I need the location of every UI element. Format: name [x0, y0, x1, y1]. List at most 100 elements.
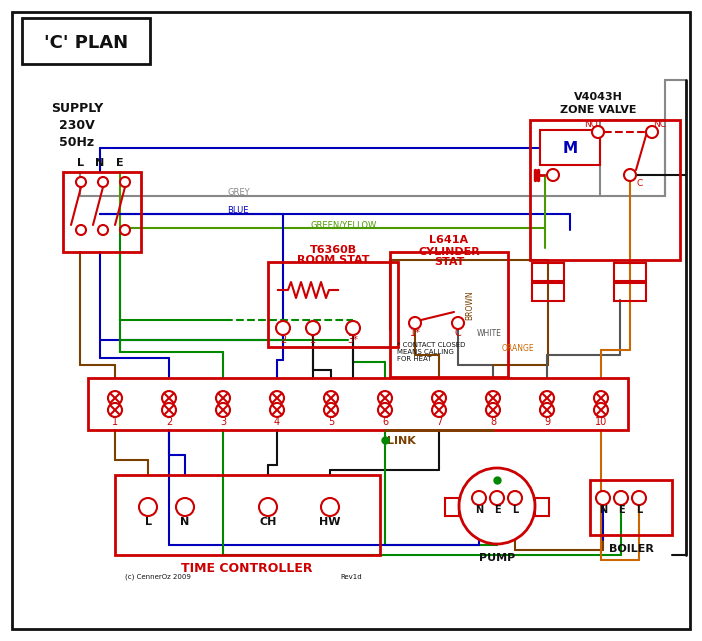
Bar	[268, 262, 398, 347]
Circle shape	[540, 391, 554, 405]
Text: M: M	[562, 140, 578, 156]
Circle shape	[259, 498, 277, 516]
Circle shape	[432, 403, 446, 417]
Bar	[390, 252, 508, 377]
Text: N: N	[475, 505, 483, 515]
Text: BROWN: BROWN	[465, 290, 475, 320]
Circle shape	[120, 177, 130, 187]
Circle shape	[547, 169, 559, 181]
Bar	[532, 263, 564, 281]
Circle shape	[76, 225, 86, 235]
Text: 4: 4	[274, 417, 280, 427]
Text: 2: 2	[166, 417, 172, 427]
Circle shape	[409, 317, 421, 329]
Circle shape	[592, 126, 604, 138]
Circle shape	[452, 317, 464, 329]
Circle shape	[76, 177, 86, 187]
Text: 3: 3	[220, 417, 226, 427]
Circle shape	[378, 403, 392, 417]
Circle shape	[216, 403, 230, 417]
Text: 10: 10	[595, 417, 607, 427]
Circle shape	[596, 491, 610, 505]
Bar	[535, 498, 549, 516]
Text: 3*: 3*	[347, 335, 359, 345]
Text: 9: 9	[544, 417, 550, 427]
Circle shape	[276, 321, 290, 335]
Circle shape	[216, 391, 230, 405]
Circle shape	[270, 391, 284, 405]
Text: 50Hz: 50Hz	[60, 135, 95, 149]
Circle shape	[486, 391, 500, 405]
Text: HW: HW	[319, 517, 340, 527]
Circle shape	[459, 468, 535, 544]
Text: 1: 1	[112, 417, 118, 427]
Text: BLUE: BLUE	[227, 206, 249, 215]
Circle shape	[139, 498, 157, 516]
Text: E: E	[494, 505, 501, 515]
Circle shape	[176, 498, 194, 516]
Text: 230V: 230V	[59, 119, 95, 131]
Text: BOILER: BOILER	[609, 544, 654, 554]
Circle shape	[162, 391, 176, 405]
Bar	[590, 480, 672, 535]
Circle shape	[594, 391, 608, 405]
Circle shape	[614, 491, 628, 505]
Text: 7: 7	[436, 417, 442, 427]
Circle shape	[98, 225, 108, 235]
Circle shape	[306, 321, 320, 335]
Text: L: L	[636, 505, 642, 515]
Text: E: E	[618, 505, 624, 515]
Bar	[445, 498, 459, 516]
Circle shape	[108, 391, 122, 405]
Text: E: E	[117, 158, 124, 168]
Text: STAT: STAT	[434, 257, 464, 267]
Bar	[88, 378, 628, 430]
Text: (c) CennerOz 2009: (c) CennerOz 2009	[125, 574, 191, 580]
Text: N: N	[599, 505, 607, 515]
Bar	[540, 130, 600, 165]
Circle shape	[98, 177, 108, 187]
Circle shape	[321, 498, 339, 516]
Text: LINK: LINK	[387, 436, 416, 446]
Text: 1: 1	[310, 335, 316, 345]
Circle shape	[162, 403, 176, 417]
Text: NC: NC	[654, 119, 666, 128]
Text: TIME CONTROLLER: TIME CONTROLLER	[181, 563, 313, 576]
Text: CH: CH	[259, 517, 277, 527]
Text: T6360B: T6360B	[310, 245, 357, 255]
Circle shape	[632, 491, 646, 505]
Text: CYLINDER: CYLINDER	[418, 247, 480, 257]
Text: 'C' PLAN: 'C' PLAN	[44, 34, 128, 52]
Text: * CONTACT CLOSED
MEANS CALLING
FOR HEAT: * CONTACT CLOSED MEANS CALLING FOR HEAT	[397, 342, 465, 362]
Circle shape	[490, 491, 504, 505]
Circle shape	[324, 391, 338, 405]
Text: PUMP: PUMP	[479, 553, 515, 563]
Circle shape	[324, 403, 338, 417]
Circle shape	[472, 491, 486, 505]
Bar	[614, 283, 646, 301]
Text: Rev1d: Rev1d	[340, 574, 362, 580]
Text: 1*: 1*	[409, 328, 420, 338]
Circle shape	[270, 403, 284, 417]
Text: L641A: L641A	[430, 235, 468, 245]
Text: ZONE VALVE: ZONE VALVE	[559, 105, 636, 115]
Text: L: L	[77, 158, 84, 168]
Bar	[532, 283, 564, 301]
Text: V4043H: V4043H	[574, 92, 623, 102]
Text: 6: 6	[382, 417, 388, 427]
Text: L: L	[512, 505, 518, 515]
Circle shape	[486, 403, 500, 417]
Circle shape	[508, 491, 522, 505]
Text: SUPPLY: SUPPLY	[51, 101, 103, 115]
Bar	[530, 120, 680, 260]
Circle shape	[540, 403, 554, 417]
Bar	[115, 475, 380, 555]
Text: 2: 2	[280, 335, 286, 345]
Text: ROOM STAT: ROOM STAT	[297, 255, 369, 265]
Text: N: N	[95, 158, 105, 168]
Text: NO: NO	[584, 119, 598, 128]
Text: N: N	[180, 517, 190, 527]
Bar	[614, 263, 646, 281]
Text: GREY: GREY	[227, 188, 250, 197]
Text: WHITE: WHITE	[477, 328, 502, 338]
